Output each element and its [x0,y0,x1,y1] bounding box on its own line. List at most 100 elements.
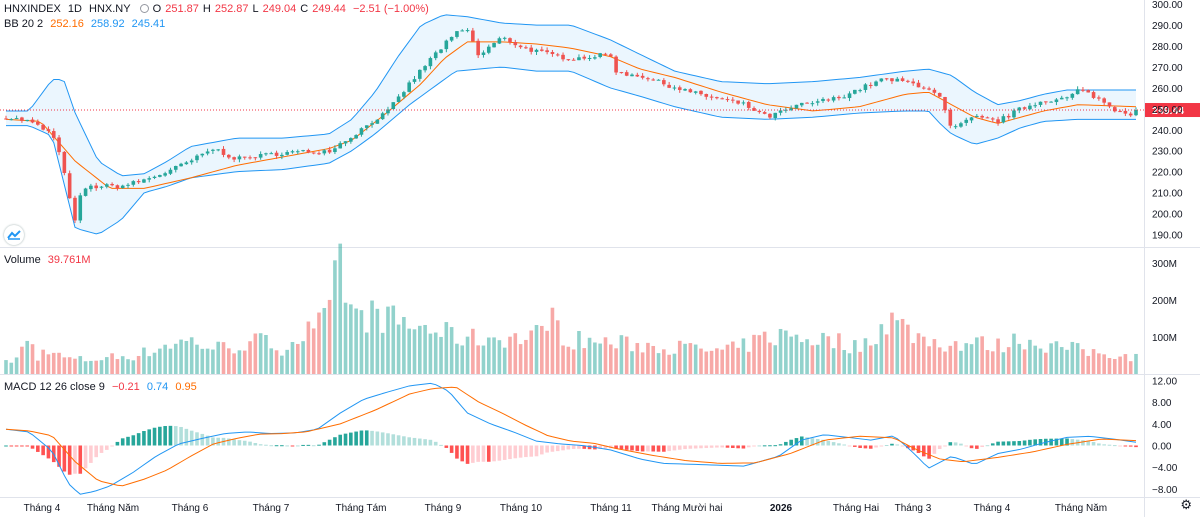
macd-histogram-bar [980,445,984,448]
macd-histogram-bar [375,431,380,446]
volume-axis-tick: 100M [1152,333,1177,344]
time-axis-tick: Tháng 11 [590,503,632,514]
candle [354,135,358,139]
volume-bar [195,344,199,374]
macd-histogram-bar [349,432,353,446]
macd-histogram-bar [667,445,671,452]
macd-histogram-bar [412,437,417,446]
macd-histogram-bar [237,440,242,446]
volume-bar [343,302,348,374]
candle [715,97,719,99]
macd-histogram-bar [1128,445,1133,447]
tradingview-logo-icon[interactable] [4,225,24,245]
volume-bar [1070,341,1075,374]
price-axis-tick: 190.00 [1152,230,1183,241]
volume-bar [94,360,98,374]
volume-bar [455,343,459,374]
macd-histogram-bar [741,445,746,449]
candle [937,92,942,97]
exchange-label: HNX.NY [89,3,131,15]
volume-bar [301,341,305,374]
volume-bar [752,334,756,374]
candle [1081,89,1085,91]
volume-bar [57,352,61,374]
settings-gear-icon[interactable]: ⚙ [1180,497,1192,512]
macd-histogram-bar [407,437,411,446]
volume-bar [73,358,77,374]
macd-histogram-bar [630,445,634,451]
volume-group [4,243,1138,374]
candle [619,72,624,74]
candle [582,56,587,59]
volume-bar [837,333,841,374]
macd-histogram-bar [492,445,496,462]
candle [964,119,969,123]
volume-bar [359,310,364,374]
volume-bar [672,353,677,374]
macd-histogram-bar [932,445,937,454]
volume-legend[interactable]: Volume 39.761M [4,253,95,267]
high-value: 252.87 [214,3,249,15]
candle [1107,102,1112,107]
macd-legend[interactable]: MACD 12 26 close 9 −0.21 0.74 0.95 [4,380,201,394]
volume-bar [1107,358,1112,374]
candle [603,53,608,55]
volume-bar [1049,343,1053,374]
macd-histogram-bar [720,445,724,448]
candle [1038,101,1043,105]
volume-bar [327,299,332,374]
time-axis-tick: Tháng 4 [974,503,1011,514]
macd-histogram-bar [863,445,868,449]
candle [704,94,709,97]
volume-bar [460,345,465,374]
volume-bar [614,348,618,374]
volume-bar [540,325,544,374]
macd-histogram-bar [274,445,279,447]
candle [370,123,374,125]
time-axis-tick: Tháng 7 [253,503,290,514]
volume-bar [322,307,327,374]
macd-histogram-bar [959,443,963,446]
volume-bar [317,312,321,374]
macd-histogram-bar [158,426,162,446]
candle [842,97,847,99]
volume-axis-tick: 300M [1152,259,1177,270]
candle [1075,89,1080,95]
macd-histogram-bar [62,445,67,472]
volume-bar [969,344,974,374]
macd-histogram-bar [104,445,109,450]
macd-histogram-bar [232,439,236,446]
candle [221,148,226,155]
macd-histogram-bar [317,444,321,446]
volume-bar [78,356,83,374]
interval-label[interactable]: 1D [67,3,82,15]
symbol-name[interactable]: HNXINDEX [4,3,61,15]
volume-bar [1086,355,1091,374]
low-value: 249.04 [262,3,297,15]
volume-bar [868,345,873,374]
volume-bar [577,330,581,374]
macd-histogram-bar [598,445,602,449]
bb-legend[interactable]: BB 20 2 252.16 258.92 245.41 [4,17,169,31]
macd-histogram-bar [1033,439,1038,446]
volume-bar [1065,349,1069,374]
macd-histogram-bar [826,440,831,446]
macd-histogram-bar [78,445,83,474]
volume-bar [1128,361,1133,374]
volume-bar [311,328,316,374]
volume-bar [110,353,114,374]
macd-name: MACD 12 26 close 9 [4,381,105,393]
macd-histogram-bar [810,438,815,446]
volume-bar [364,332,369,374]
close-value: 249.44 [312,3,346,15]
macd-histogram-bar [916,445,921,453]
macd-histogram-bar [842,444,847,446]
volume-bar [1017,343,1022,374]
candle [25,119,30,121]
volume-bar [1118,356,1122,374]
macd-histogram-bar [529,445,534,457]
macd-histogram-bar [752,445,756,447]
macd-histogram-bar [656,445,661,452]
candle [14,118,19,120]
